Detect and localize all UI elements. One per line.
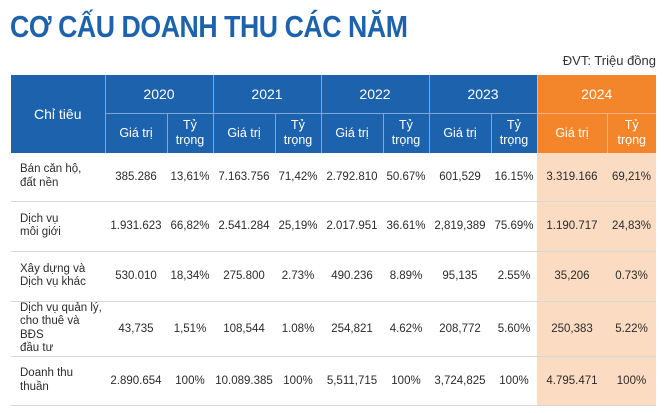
share-cell: 100% — [607, 356, 656, 406]
value-cell: 43,735 — [105, 301, 167, 357]
row-label: Xây dựng và Dịch vụ khác — [11, 251, 105, 302]
value-cell: 601,529 — [429, 153, 491, 202]
share-cell: 66,82% — [167, 201, 213, 252]
header-year-2024: 2024 — [536, 75, 656, 114]
share-cell: 75.69% — [491, 201, 537, 252]
value-cell: 2,819,389 — [429, 201, 491, 252]
value-cell: 2.017.951 — [321, 201, 383, 252]
header-year-2023: 2023 — [428, 75, 537, 114]
header-value: Giá trị — [536, 113, 607, 153]
value-cell: 208,772 — [429, 301, 491, 357]
revenue-structure-table: Chỉ tiêu 2020 2021 2022 2023 2024 Giá tr… — [11, 75, 656, 406]
value-cell: 35,206 — [537, 251, 607, 302]
row-label: Doanh thu thuần — [11, 356, 105, 406]
header-share: Tỷ trọng — [382, 113, 429, 153]
share-cell: 2.55% — [491, 251, 537, 302]
value-cell: 3,724,825 — [429, 356, 491, 406]
share-cell: 71,42% — [275, 153, 321, 202]
header-share: Tỷ trọng — [274, 113, 321, 153]
row-label: Dịch vụ môi giới — [11, 201, 105, 252]
header-value: Giá trị — [428, 113, 491, 153]
share-cell: 5.60% — [491, 301, 537, 357]
share-cell: 100% — [491, 356, 537, 406]
value-cell: 3.319.166 — [537, 153, 607, 202]
share-cell: 25,19% — [275, 201, 321, 252]
table-row: Dịch vụ môi giới 1.931.623 66,82% 2.541.284… — [11, 201, 656, 252]
header-year-2020: 2020 — [104, 75, 213, 114]
value-cell: 2.792.810 — [321, 153, 383, 202]
table-row: Doanh thu thuần 2.890.654 100% 10.089.385 10… — [11, 356, 656, 406]
value-cell: 254,821 — [321, 301, 383, 357]
value-cell: 1.190.717 — [537, 201, 607, 252]
share-cell: 13,61% — [167, 153, 213, 202]
header-value: Giá trị — [104, 113, 167, 153]
header-indicator: Chỉ tiêu — [11, 75, 105, 153]
unit-note: ĐVT: Triệu đồng — [562, 53, 656, 68]
share-cell: 2.73% — [275, 251, 321, 302]
value-cell: 530.010 — [105, 251, 167, 302]
share-cell: 50.67% — [383, 153, 429, 202]
table-row: Xây dựng và Dịch vụ khác 530.010 18,34% 275… — [11, 251, 656, 302]
share-cell: 24,83% — [607, 201, 656, 252]
value-cell: 108,544 — [213, 301, 275, 357]
value-cell: 4.795.471 — [537, 356, 607, 406]
value-cell: 10.089.385 — [213, 356, 275, 406]
share-cell: 1.08% — [275, 301, 321, 357]
value-cell: 275.800 — [213, 251, 275, 302]
share-cell: 18,34% — [167, 251, 213, 302]
page-title: CƠ CẤU DOANH THU CÁC NĂM — [10, 9, 408, 44]
share-cell: 100% — [383, 356, 429, 406]
header-share: Tỷ trọng — [166, 113, 213, 153]
header-year-2022: 2022 — [320, 75, 429, 114]
value-cell: 490.236 — [321, 251, 383, 302]
share-cell: 5.22% — [607, 301, 656, 357]
value-cell: 2.890.654 — [105, 356, 167, 406]
value-cell: 385.286 — [105, 153, 167, 202]
value-cell: 95,135 — [429, 251, 491, 302]
share-cell: 1,51% — [167, 301, 213, 357]
share-cell: 36.61% — [383, 201, 429, 252]
value-cell: 2.541.284 — [213, 201, 275, 252]
share-cell: 100% — [275, 356, 321, 406]
header-year-2021: 2021 — [212, 75, 321, 114]
value-cell: 5,511,715 — [321, 356, 383, 406]
value-cell: 1.931.623 — [105, 201, 167, 252]
header-share: Tỷ trọng — [606, 113, 656, 153]
share-cell: 100% — [167, 356, 213, 406]
header-value: Giá trị — [212, 113, 275, 153]
share-cell: 4.62% — [383, 301, 429, 357]
header-share: Tỷ trọng — [490, 113, 537, 153]
row-label: Dịch vụ quản lý, cho thuê và BĐS đầu tư — [11, 301, 105, 357]
share-cell: 0.73% — [607, 251, 656, 302]
table-row: Bán căn hộ, đất nền 385.286 13,61% 7.163.75… — [11, 153, 656, 202]
header-value: Giá trị — [320, 113, 383, 153]
value-cell: 7.163.756 — [213, 153, 275, 202]
row-label: Bán căn hộ, đất nền — [11, 153, 105, 202]
share-cell: 69,21% — [607, 153, 656, 202]
value-cell: 250,383 — [537, 301, 607, 357]
share-cell: 16.15% — [491, 153, 537, 202]
table-row: Dịch vụ quản lý, cho thuê và BĐS đầu tư 4… — [11, 301, 656, 357]
share-cell: 8.89% — [383, 251, 429, 302]
